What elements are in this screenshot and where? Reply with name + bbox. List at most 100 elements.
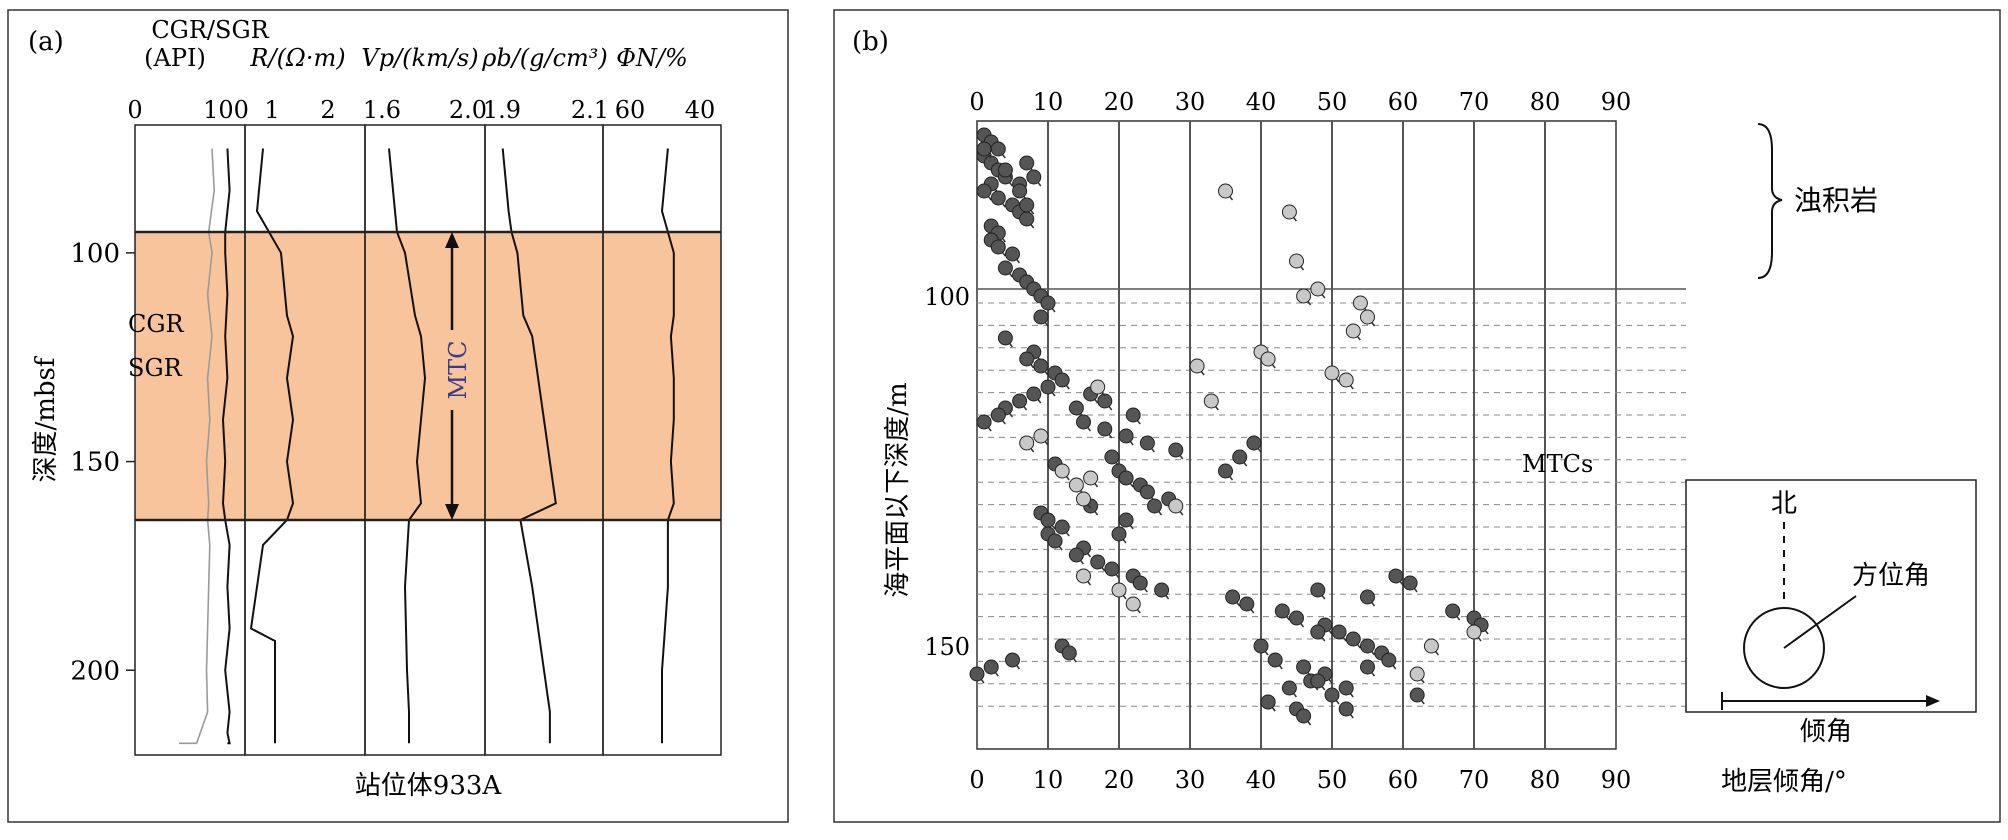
- x-axis-ticks: 0 0 10 10 20 20 30 30 40 40 50 50 60 60 70 70 80 80 90 90: [969, 88, 1631, 794]
- mtcs-label: MTCs: [1522, 450, 1593, 478]
- dip-point: [1132, 575, 1148, 591]
- dip-point: [983, 659, 999, 675]
- dip-point: [1019, 155, 1035, 171]
- dip-point: [997, 330, 1013, 346]
- log-tracks: [134, 124, 722, 756]
- dip-point: [1296, 288, 1312, 304]
- dip-point: [1168, 442, 1184, 458]
- scale-tick-label: 100: [203, 96, 249, 124]
- scale-tick-label: 2: [320, 96, 335, 124]
- dip-point: [1076, 568, 1091, 584]
- dip-point: [1083, 470, 1099, 486]
- x-tick-top: 40: [1246, 88, 1277, 116]
- track-header: ρb/(g/cm³): [481, 44, 608, 72]
- dip-point: [1289, 253, 1304, 269]
- scale-ticks: 0 100 1 2 1.6 2.01.9 2.1 60 40: [127, 96, 715, 124]
- mtc-label: MTC: [444, 341, 472, 400]
- dip-point: [1360, 309, 1375, 325]
- north-label: 北: [1771, 489, 1797, 519]
- dip-point: [1203, 393, 1219, 409]
- dip-point: [1012, 183, 1028, 199]
- dip-point: [1033, 309, 1049, 325]
- dip-point: [997, 260, 1013, 276]
- dip-point: [1296, 708, 1312, 724]
- dip-point: [1260, 694, 1276, 710]
- dip-point: [1345, 631, 1361, 647]
- log-curve-2: [249, 148, 295, 744]
- dip-point: [1068, 400, 1084, 416]
- dip-point: [1019, 351, 1035, 367]
- dip-point: [1097, 421, 1113, 437]
- dip-point: [1218, 463, 1233, 479]
- log-curve-5: [660, 148, 675, 744]
- dip-point: [990, 141, 1006, 157]
- y-axis-ticks: 100 150: [924, 283, 970, 661]
- dip-point: [1104, 449, 1120, 465]
- dip-point: [1026, 169, 1042, 185]
- dip-plot: [969, 120, 1686, 750]
- dip-point: [1076, 491, 1091, 507]
- dip-point: [1232, 449, 1248, 465]
- x-tick-bottom: 60: [1388, 766, 1419, 794]
- dip-point: [1331, 624, 1347, 640]
- dip-point: [1019, 435, 1035, 451]
- x-tick-bottom: 40: [1246, 766, 1277, 794]
- x-tick-bottom: 10: [1033, 766, 1064, 794]
- dip-point: [1076, 414, 1091, 430]
- x-tick-top: 30: [1175, 88, 1206, 116]
- x-tick-top: 90: [1601, 88, 1632, 116]
- dip-point: [1111, 526, 1127, 542]
- dip-point: [1125, 407, 1141, 423]
- panel-a-frame: [7, 9, 789, 823]
- depth-tick-label: 100: [70, 239, 120, 269]
- dip-point: [1281, 204, 1297, 220]
- plot-frame: [976, 120, 1617, 750]
- dip-point: [1274, 603, 1290, 619]
- x-tick-top: 60: [1388, 88, 1419, 116]
- dip-point: [1068, 477, 1084, 493]
- dip-point: [1338, 701, 1354, 717]
- depth-axis-label: 深度/mbsf: [31, 355, 61, 482]
- track-header: (API): [144, 44, 206, 72]
- dip-point: [1168, 498, 1184, 514]
- dip-point: [1118, 512, 1134, 528]
- dip-point: [1040, 379, 1056, 395]
- site-label: 站位体933A: [355, 771, 503, 801]
- dip-point: [1253, 638, 1269, 654]
- dip-point: [1026, 386, 1042, 402]
- panel-b-label: (b): [852, 27, 889, 57]
- x-axis-label: 地层倾角/°: [1721, 767, 1847, 797]
- x-tick-bottom: 20: [1104, 766, 1135, 794]
- dip-point: [1040, 295, 1056, 311]
- dip-point: [1260, 351, 1276, 367]
- dip-point: [1281, 680, 1297, 696]
- depth-axis: 100 150 200: [70, 239, 135, 686]
- orientation-legend: 北 方位角 倾角: [1685, 479, 1977, 747]
- dip-point: [1310, 624, 1326, 640]
- x-tick-top: 80: [1530, 88, 1561, 116]
- panel-b-frame: [833, 9, 2001, 823]
- dip-point: [1012, 393, 1028, 409]
- dip-point: [1388, 568, 1404, 584]
- dip-point: [1409, 666, 1425, 682]
- turbidite-brace: [1757, 123, 1783, 279]
- dip-point: [1061, 645, 1077, 661]
- dip-point: [1381, 652, 1397, 668]
- dip-point: [1310, 281, 1326, 297]
- azimuth-label: 方位角: [1852, 561, 1930, 591]
- dip-point: [1218, 183, 1233, 199]
- log-curve-0: [179, 148, 216, 745]
- log-curve-4: [501, 148, 557, 744]
- cgr-annotation: CGR: [128, 310, 185, 338]
- dip-point: [1360, 638, 1375, 654]
- dip-point: [1239, 596, 1255, 612]
- x-tick-top: 10: [1033, 88, 1064, 116]
- dip-point: [1019, 211, 1035, 227]
- scale-tick-label: 40: [685, 96, 716, 124]
- scale-tick-label: 2.1: [571, 96, 609, 124]
- dip-point: [1033, 428, 1049, 444]
- y-tick-label: 100: [924, 283, 970, 311]
- track-header: R/(Ω·m): [249, 44, 345, 72]
- x-tick-bottom: 90: [1601, 766, 1632, 794]
